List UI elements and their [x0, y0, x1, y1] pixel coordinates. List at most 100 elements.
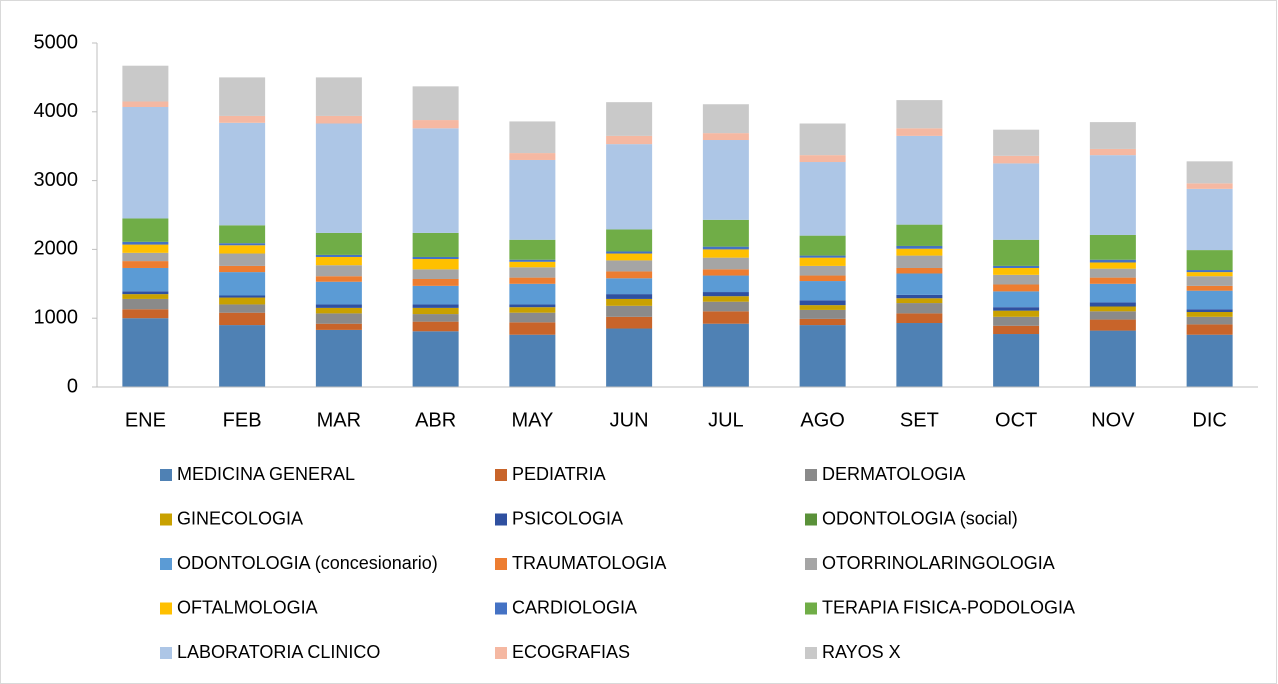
legend-label: ECOGRAFIAS: [512, 642, 630, 662]
bar-segment: [993, 316, 1040, 326]
bar-segment: [219, 265, 266, 273]
bar-segment: [606, 144, 653, 230]
bar-segment: [1089, 155, 1136, 235]
bar-segment: [1089, 302, 1136, 307]
bar-segment: [509, 121, 556, 154]
bar-segment: [219, 243, 266, 246]
bar-segment: [799, 257, 846, 266]
bar-segment: [1186, 309, 1233, 313]
bar-segment: [1089, 234, 1136, 260]
bar-segment: [702, 296, 749, 302]
bar-segment: [1089, 319, 1136, 331]
legend-swatch: [160, 602, 172, 615]
bar-segment: [315, 77, 362, 116]
x-tick-label: SET: [900, 409, 939, 431]
bar-segment: [412, 86, 459, 121]
bar-segment: [799, 275, 846, 282]
bar-segment: [799, 325, 846, 387]
bar-segment: [1089, 259, 1136, 263]
bar-segment: [219, 304, 266, 313]
bar-segment: [606, 305, 653, 317]
bar-segment: [412, 256, 459, 260]
bar-segment: [122, 106, 169, 219]
bar-segment: [509, 304, 556, 308]
bar-segment: [412, 232, 459, 257]
legend-swatch: [495, 558, 507, 570]
bar-segment: [1186, 161, 1233, 184]
bar-segment: [1186, 312, 1233, 317]
legend-swatch: [495, 602, 507, 615]
bar-segment: [896, 100, 943, 129]
legend-label: TRAUMATOLOGIA: [512, 553, 666, 573]
bar-segment: [1089, 277, 1136, 284]
bar-segment: [896, 273, 943, 295]
bar-segment: [509, 312, 556, 323]
bar-segment: [1186, 272, 1233, 277]
bar-segment: [702, 275, 749, 293]
bar-segment: [993, 310, 1040, 317]
bar-segment: [122, 267, 169, 292]
bar-segment: [122, 318, 169, 387]
x-tick-label: AGO: [800, 409, 844, 431]
bar-segment: [799, 123, 846, 156]
bar-segment: [219, 295, 266, 298]
bar-segment: [412, 120, 459, 129]
legend-label: PEDIATRIA: [512, 464, 606, 484]
legend-swatch: [160, 469, 172, 481]
bar-segment: [606, 135, 653, 145]
bar-segment: [219, 225, 266, 244]
bar-segment: [896, 323, 943, 387]
bar-segment: [606, 271, 653, 279]
bar-segment: [702, 104, 749, 134]
y-tick-label: 0: [67, 375, 78, 397]
bar-segment: [606, 102, 653, 136]
bar-segment: [896, 135, 943, 225]
bar-segment: [122, 218, 169, 242]
bar-segment: [799, 155, 846, 163]
bar-segment: [315, 265, 362, 277]
bar-segment: [896, 267, 943, 274]
bar-segment: [315, 313, 362, 324]
bar-segment: [993, 274, 1040, 285]
x-tick-label: OCT: [995, 409, 1037, 431]
bar-segment: [122, 261, 169, 268]
legend-swatch: [805, 602, 817, 615]
bar-segment: [412, 128, 459, 233]
x-tick-label: MAR: [317, 409, 361, 431]
legend-swatch: [805, 647, 817, 659]
bar-segment: [219, 253, 266, 266]
x-tick-label: JUN: [610, 409, 649, 431]
bar-segment: [1186, 183, 1233, 189]
bar-segment: [412, 285, 459, 305]
bar-segment: [993, 155, 1040, 164]
bar-segment: [993, 265, 1040, 268]
bar-segment: [1186, 188, 1233, 251]
bar-segment: [219, 272, 266, 296]
legend-swatch: [805, 513, 817, 526]
bar-segment: [993, 307, 1040, 311]
bar-segment: [412, 307, 459, 315]
bar-segment: [993, 239, 1040, 266]
bar-segment: [219, 312, 266, 326]
bar-segment: [315, 256, 362, 266]
bar-segment: [799, 235, 846, 256]
bar-segment: [896, 303, 943, 314]
bar-segment: [702, 133, 749, 141]
bar-segment: [122, 294, 169, 299]
bar-segment: [122, 309, 169, 319]
bar-segment: [606, 229, 653, 252]
bar-segment: [606, 251, 653, 254]
legend-label: OFTALMOLOGIA: [177, 597, 318, 617]
y-tick-label: 1000: [34, 306, 79, 328]
legend-label: ODONTOLOGIA (concesionario): [177, 553, 438, 573]
bar-segment: [606, 278, 653, 295]
x-tick-label: JUL: [708, 409, 744, 431]
bar-segment: [702, 269, 749, 276]
y-tick-label: 3000: [34, 169, 79, 191]
bar-segment: [509, 159, 556, 240]
bar-segment: [219, 77, 266, 116]
bar-segment: [1089, 306, 1136, 312]
bar-segment: [219, 122, 266, 226]
bar-segment: [993, 334, 1040, 387]
